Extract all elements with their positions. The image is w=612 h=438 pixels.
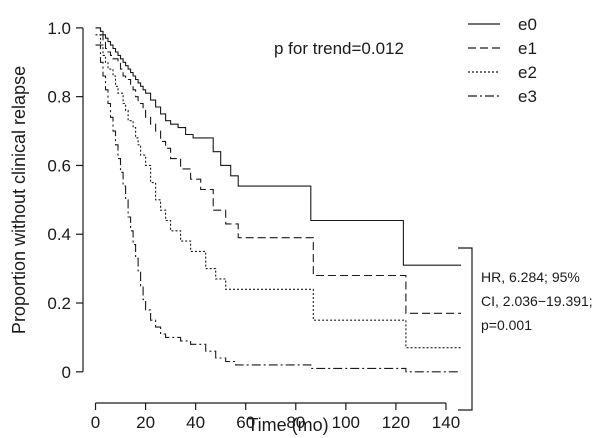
x-tick-label: 120 xyxy=(382,413,410,432)
axes: 0 0.2 0.4 0.6 0.8 1.0 0 20 40 60 80 100 120 140 xyxy=(47,19,460,432)
legend-label-e2: e2 xyxy=(518,63,537,82)
annotation-text: p for trend=0.012 xyxy=(274,39,404,58)
y-tick-label: 1.0 xyxy=(47,19,71,38)
legend-label-e3: e3 xyxy=(518,87,537,106)
series-layer xyxy=(95,27,461,373)
series-line-e3 xyxy=(95,44,461,373)
x-tick-label: 20 xyxy=(136,413,155,432)
x-tick-label: 140 xyxy=(432,413,460,432)
y-tick-label: 0.2 xyxy=(47,294,71,313)
hr-bracket: HR, 6.284; 95% CI, 2.036−19.391; p=0.001 xyxy=(458,247,593,411)
legend-label-e1: e1 xyxy=(518,39,537,58)
y-tick-label: 0.8 xyxy=(47,88,71,107)
series-line-e2 xyxy=(95,34,461,349)
y-axis-label: Proportion without clinical relapse xyxy=(9,66,29,334)
x-axis-label: Time (mo) xyxy=(247,415,328,435)
hr-line-3: p=0.001 xyxy=(481,317,532,333)
hr-line-1: HR, 6.284; 95% xyxy=(481,269,580,285)
y-tick-label: 0.6 xyxy=(47,156,71,175)
legend-label-e0: e0 xyxy=(518,15,537,34)
series-line-e0 xyxy=(95,27,461,266)
x-tick-label: 40 xyxy=(186,413,205,432)
y-tick-label: 0 xyxy=(62,363,71,382)
hr-line-2: CI, 2.036−19.391; xyxy=(481,293,593,309)
series-line-e1 xyxy=(95,27,461,314)
x-tick-label: 80 xyxy=(286,413,305,432)
x-tick-label: 0 xyxy=(91,413,100,432)
bracket-line xyxy=(458,247,473,411)
y-tick-label: 0.4 xyxy=(47,225,71,244)
x-tick-label: 100 xyxy=(332,413,360,432)
legend: e0 e1 e2 e3 xyxy=(468,15,537,106)
x-tick-label: 60 xyxy=(236,413,255,432)
